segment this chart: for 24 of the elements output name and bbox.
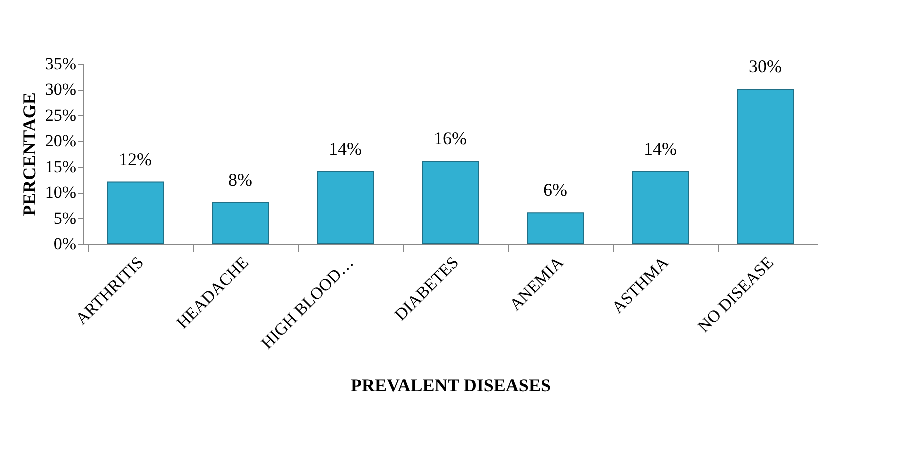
data-label: 12%	[119, 149, 152, 170]
y-axis-title: PERCENTAGE	[19, 92, 40, 216]
y-tick-label: 5%	[54, 208, 76, 228]
data-label: 14%	[329, 139, 362, 159]
bar	[632, 172, 689, 244]
y-tick-label: 20%	[45, 132, 76, 151]
bar	[212, 202, 269, 244]
bar	[317, 172, 374, 244]
bar	[527, 212, 584, 244]
data-label: 14%	[644, 139, 677, 159]
data-label: 8%	[228, 170, 252, 190]
y-tick-label: 30%	[45, 80, 76, 100]
data-label: 30%	[749, 56, 782, 77]
data-label: 6%	[544, 180, 568, 200]
y-tick-label: 10%	[45, 183, 76, 202]
bar	[107, 182, 164, 244]
x-axis-title: PREVALENT DISEASES	[351, 375, 551, 396]
bar	[737, 89, 794, 244]
y-tick-label: 35%	[45, 54, 76, 74]
data-label: 16%	[434, 128, 467, 149]
y-tick-label: 15%	[45, 157, 76, 176]
y-tick-label: 0%	[54, 234, 76, 254]
y-tick-label: 25%	[45, 106, 76, 125]
bar	[422, 161, 479, 244]
